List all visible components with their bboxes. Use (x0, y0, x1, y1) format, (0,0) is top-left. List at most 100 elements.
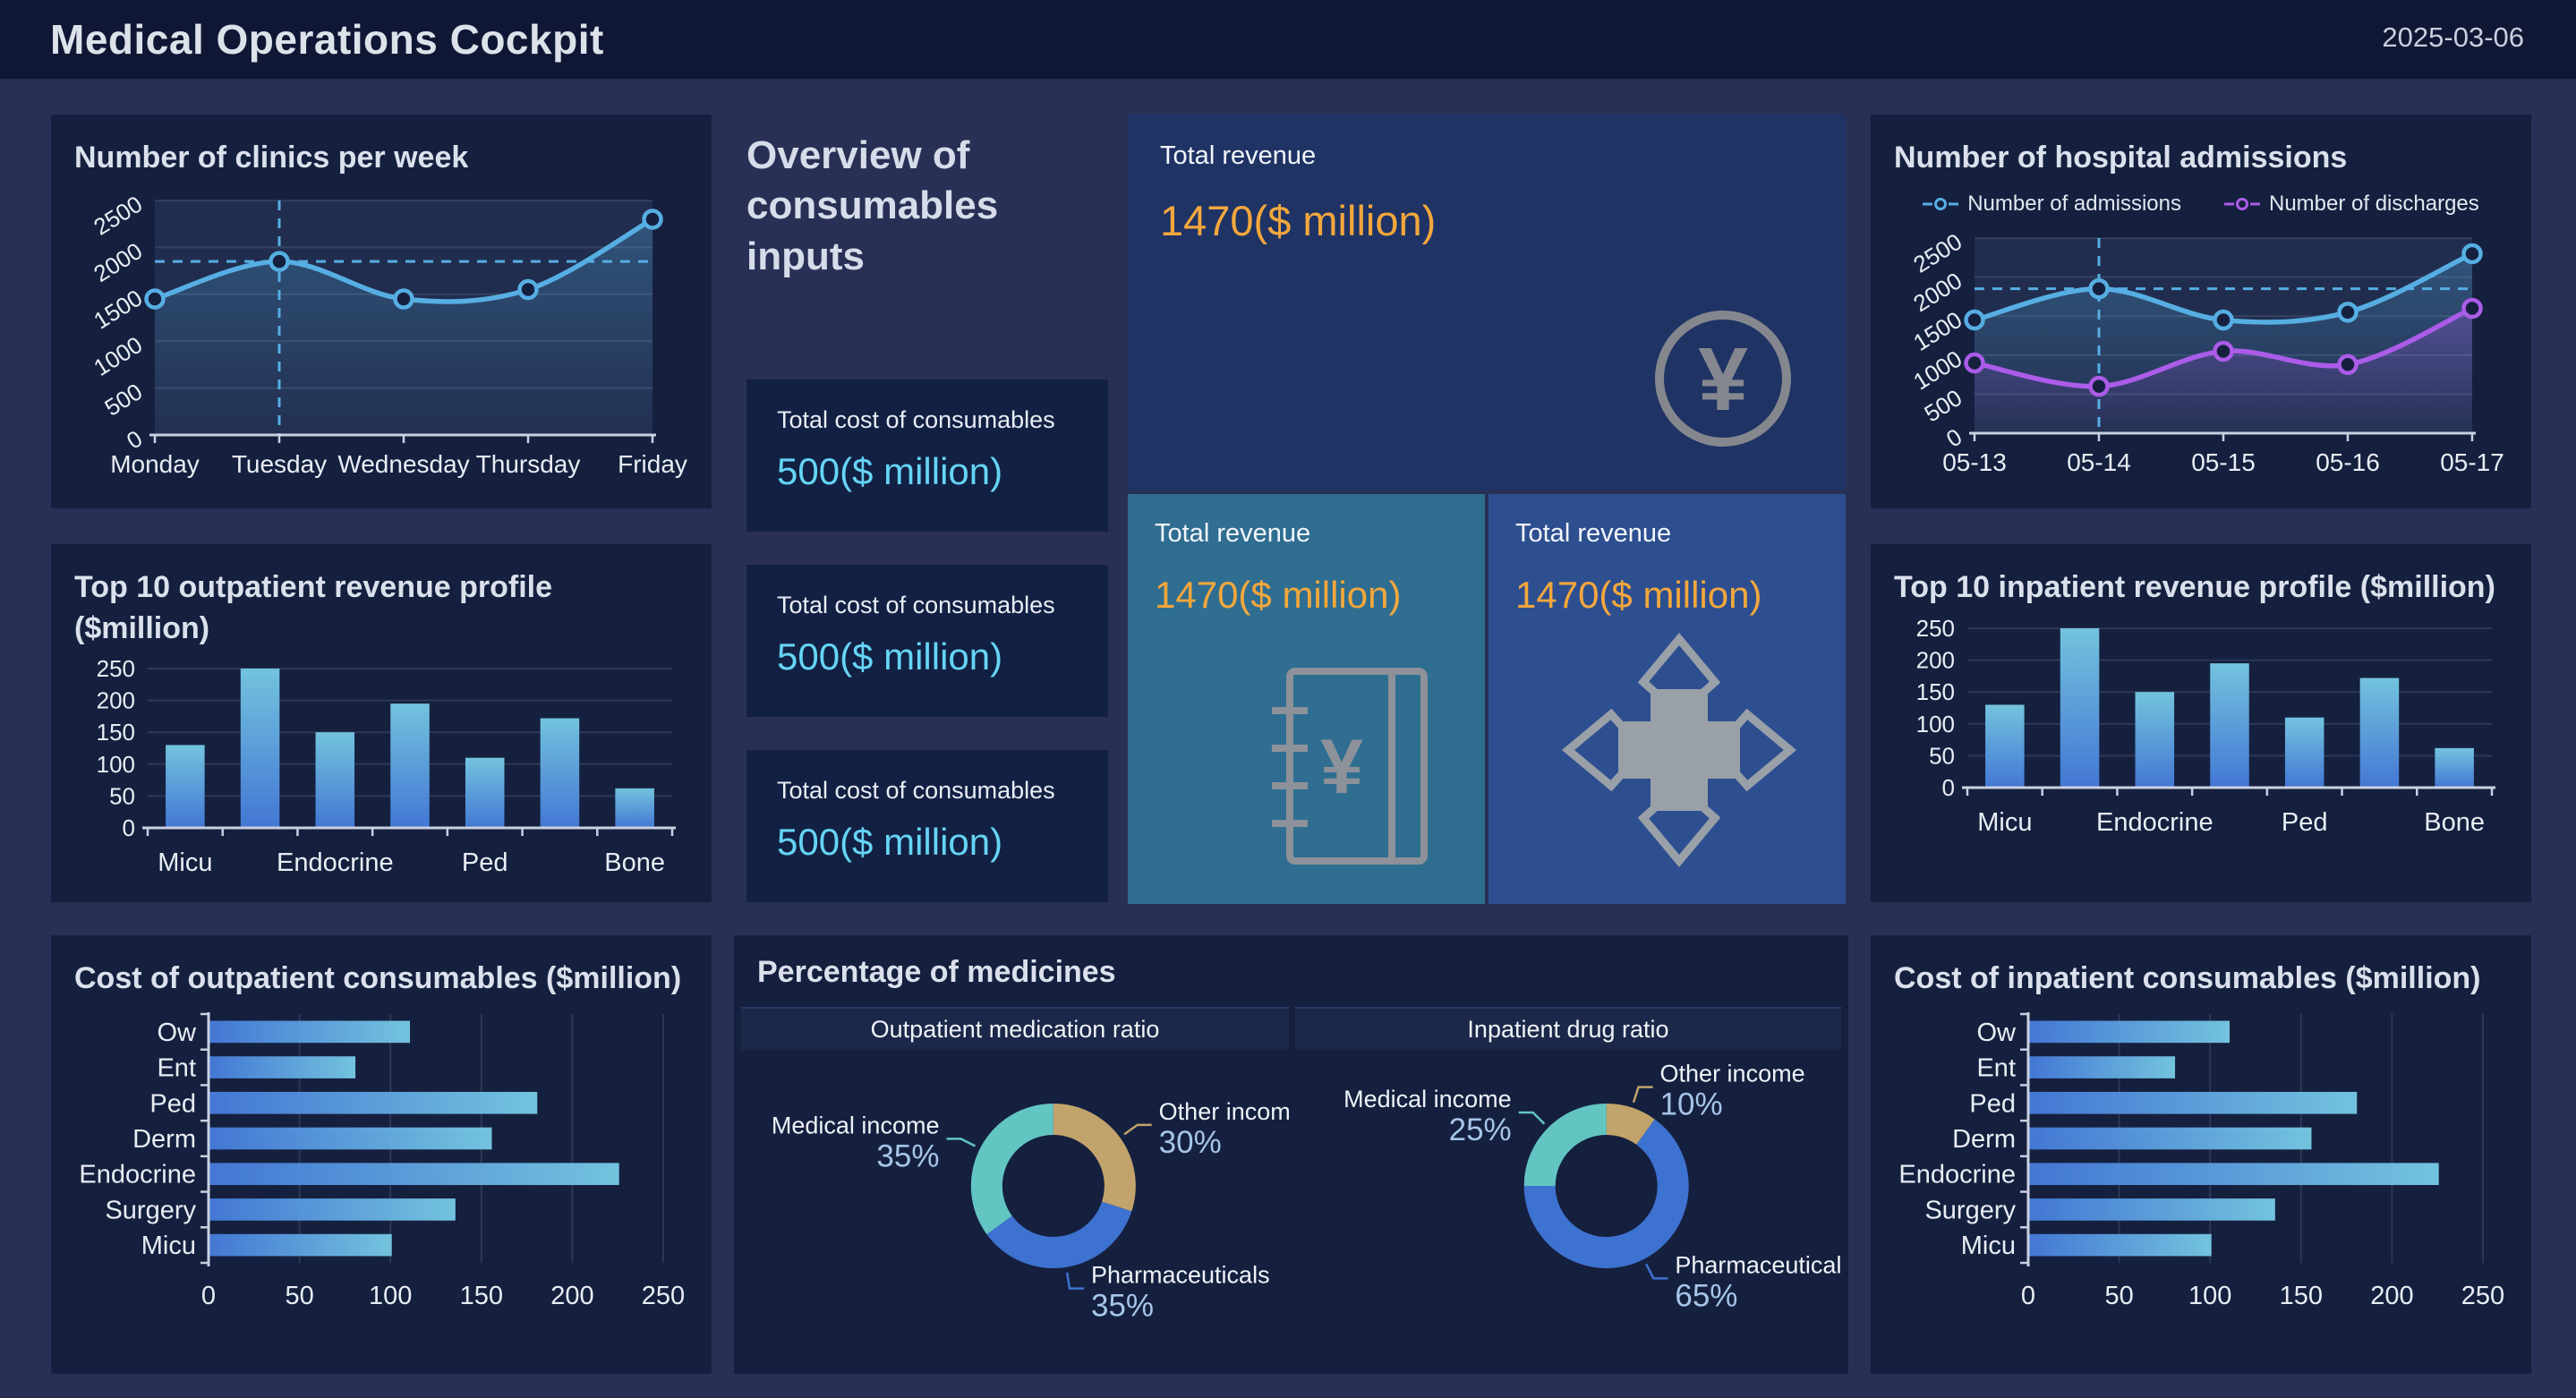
svg-text:Ped: Ped (462, 848, 508, 877)
svg-text:250: 250 (1916, 618, 1955, 642)
svg-text:200: 200 (550, 1282, 593, 1310)
svg-text:250: 250 (642, 1282, 685, 1310)
svg-text:Endocrine: Endocrine (2096, 808, 2213, 837)
svg-text:Bone: Bone (604, 848, 665, 877)
outpatient-revenue-title: Top 10 outpatient revenue profile ($mill… (74, 570, 552, 645)
svg-text:1500: 1500 (89, 284, 147, 334)
svg-text:2000: 2000 (1908, 267, 1966, 317)
svg-text:05-17: 05-17 (2440, 448, 2504, 476)
outpatient-revenue-card: Total revenue 1470($ million) ¥ (1128, 494, 1485, 904)
consumables-card-label: Total cost of consumables (777, 592, 1055, 618)
svg-text:Ow: Ow (158, 1018, 198, 1046)
svg-text:Pharmaceuticals: Pharmaceuticals (1675, 1251, 1841, 1278)
consumables-card-label: Total cost of consumables (777, 777, 1055, 804)
admissions-chart-title: Number of hospital admissions (1894, 141, 2348, 175)
total-revenue-label: Total revenue (1160, 141, 1317, 170)
svg-text:200: 200 (97, 687, 135, 714)
consumables-card-value: 500($ million) (777, 821, 1003, 863)
inpatient-ratio-header: Inpatient drug ratio (1295, 1007, 1841, 1050)
svg-text:Other income: Other income (1660, 1061, 1805, 1087)
panel-clinics-per-week: Number of clinics per week 0 500 1000 1500 2… (51, 115, 712, 508)
panel-outpatient-consumables: Cost of outpatient consumables ($million… (51, 935, 712, 1374)
panel-inpatient-consumables: Cost of inpatient consumables ($million)… (1871, 935, 2531, 1374)
svg-text:30%: 30% (1159, 1125, 1222, 1160)
svg-text:Micu: Micu (141, 1232, 196, 1260)
svg-text:Friday: Friday (618, 450, 687, 478)
header-date: 2025-03-06 (2382, 21, 2524, 53)
consumables-cost-card: Total cost of consumables 500($ million) (746, 379, 1108, 532)
svg-text:Ped: Ped (2282, 808, 2328, 837)
svg-text:0: 0 (201, 1282, 216, 1310)
svg-text:Ent: Ent (1976, 1053, 2016, 1082)
svg-text:35%: 35% (876, 1138, 939, 1173)
svg-text:Pharmaceuticals: Pharmaceuticals (1091, 1262, 1270, 1289)
svg-text:250: 250 (2461, 1282, 2504, 1310)
total-revenue-value: 1470($ million) (1155, 574, 1402, 616)
svg-text:35%: 35% (1091, 1289, 1154, 1324)
svg-text:2500: 2500 (1908, 227, 1966, 277)
svg-text:Endocrine: Endocrine (277, 848, 394, 877)
svg-text:¥: ¥ (1698, 329, 1748, 430)
panel-inpatient-revenue: Top 10 inpatient revenue profile ($milli… (1871, 544, 2531, 902)
overview-heading: Overview of consumables inputs (746, 133, 999, 278)
svg-text:05-15: 05-15 (2191, 448, 2256, 476)
svg-text:Thursday: Thursday (476, 450, 581, 478)
svg-text:Endocrine: Endocrine (1898, 1160, 2016, 1189)
svg-text:65%: 65% (1675, 1278, 1737, 1313)
admissions-legend: Number of admissions Number of discharges (1894, 188, 2508, 220)
inpatient-revenue-bar-chart: 0 50 100 150 200 250 Micu Endocrine Ped Bone (1916, 618, 2495, 837)
outpatient-consumables-title: Cost of outpatient consumables ($million… (74, 961, 682, 995)
legend-item[interactable]: Number of discharges (2223, 192, 2479, 217)
svg-text:100: 100 (97, 751, 135, 778)
svg-text:50: 50 (109, 782, 135, 809)
outpatient-revenue-bar-chart: 0 50 100 150 200 250 Micu Endocrine Ped Bone (97, 658, 676, 877)
svg-text:Tuesday: Tuesday (232, 450, 327, 478)
svg-text:2000: 2000 (89, 237, 147, 287)
total-revenue-value: 1470($ million) (1515, 574, 1762, 616)
svg-text:150: 150 (97, 719, 135, 746)
yen-circle-icon: ¥ (1655, 311, 1791, 447)
svg-text:50: 50 (2104, 1282, 2133, 1310)
medicines-panel-title: Percentage of medicines (757, 955, 1116, 989)
svg-text:200: 200 (2370, 1282, 2413, 1310)
svg-text:Bone: Bone (2424, 808, 2485, 837)
clinics-chart-title: Number of clinics per week (74, 141, 469, 175)
svg-text:Ped: Ped (149, 1089, 196, 1118)
svg-text:Other income: Other income (1159, 1098, 1289, 1125)
svg-text:¥: ¥ (1320, 724, 1363, 810)
total-revenue-value: 1470($ million) (1160, 197, 1437, 244)
svg-text:100: 100 (369, 1282, 412, 1310)
svg-text:Derm: Derm (132, 1125, 196, 1154)
svg-text:50: 50 (1929, 742, 1955, 769)
header-bar: Medical Operations Cockpit 2025-03-06 (0, 0, 2576, 79)
consumables-cost-card: Total cost of consumables 500($ million) (746, 750, 1108, 902)
medical-cross-icon (1561, 632, 1797, 868)
panel-percentage-of-medicines: Percentage of medicines Outpatient medic… (734, 935, 1848, 1374)
svg-text:Medical income: Medical income (1343, 1086, 1512, 1112)
svg-text:100: 100 (2188, 1282, 2231, 1310)
consumables-card-value: 500($ million) (777, 450, 1003, 492)
legend-item[interactable]: Number of admissions (1923, 192, 2181, 217)
svg-text:Surgery: Surgery (105, 1196, 196, 1224)
svg-text:1500: 1500 (1908, 305, 1966, 355)
consumables-card-label: Total cost of consumables (777, 406, 1055, 433)
panel-outpatient-revenue: Top 10 outpatient revenue profile ($mill… (51, 544, 712, 902)
svg-text:05-16: 05-16 (2316, 448, 2380, 476)
svg-text:Monday: Monday (110, 450, 200, 478)
svg-text:1000: 1000 (1908, 345, 1966, 395)
svg-text:150: 150 (1916, 678, 1955, 705)
overview-consumables-section: Overview of consumables inputs Total cos… (734, 115, 1115, 911)
svg-text:50: 50 (285, 1282, 313, 1310)
page-title: Medical Operations Cockpit (50, 16, 604, 63)
total-revenue-label: Total revenue (1515, 519, 1672, 548)
svg-text:1000: 1000 (89, 330, 147, 380)
svg-text:250: 250 (97, 658, 135, 682)
outpatient-ratio-header: Outpatient medication ratio (741, 1007, 1289, 1050)
consumables-card-value: 500($ million) (777, 635, 1003, 678)
svg-text:150: 150 (2280, 1282, 2323, 1310)
svg-text:200: 200 (1916, 646, 1955, 673)
